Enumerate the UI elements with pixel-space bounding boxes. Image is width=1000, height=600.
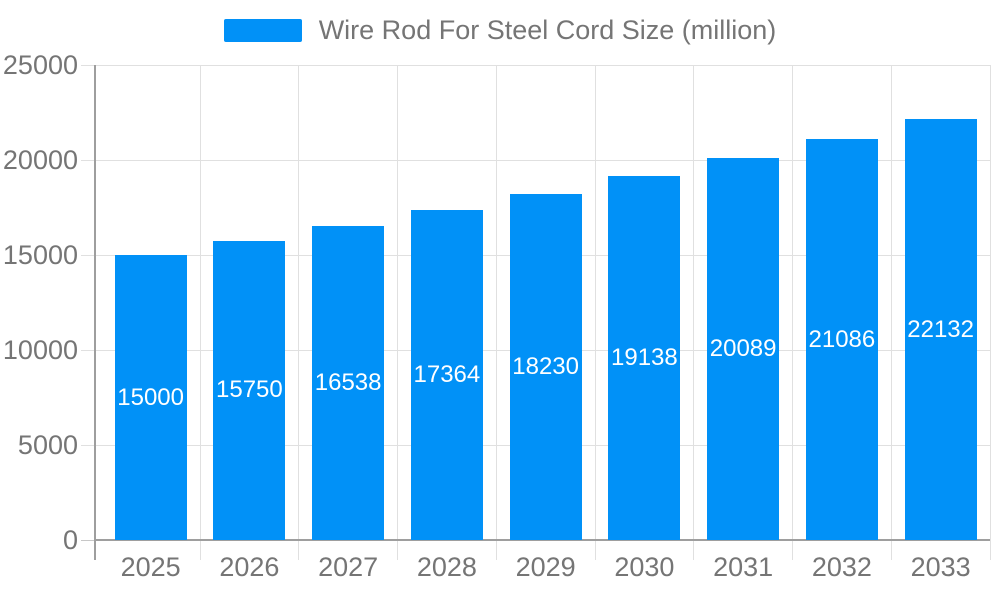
x-gridline — [199, 65, 201, 560]
x-gridline — [298, 65, 300, 560]
bar-2032[interactable] — [805, 139, 878, 540]
x-gridline — [495, 65, 497, 560]
bar-2030[interactable] — [608, 176, 681, 540]
bar-value-label: 18230 — [512, 352, 579, 380]
bar-value-label: 15000 — [117, 383, 184, 411]
bar-2033[interactable] — [904, 119, 977, 540]
bar-2025[interactable] — [114, 255, 187, 540]
y-gridline — [81, 159, 990, 161]
bar-value-label: 20089 — [709, 335, 777, 363]
x-axis-label: 2027 — [318, 552, 379, 582]
x-axis-label: 2030 — [614, 552, 675, 582]
bar-value-label: 22132 — [907, 315, 974, 343]
x-gridline — [397, 65, 398, 560]
bar-2031[interactable] — [707, 158, 780, 540]
x-axis-label: 2028 — [416, 552, 477, 582]
bar-value-label: 15750 — [216, 376, 283, 404]
y-axis-line — [94, 65, 96, 560]
x-gridline — [693, 65, 695, 560]
bar-2029[interactable] — [509, 193, 582, 540]
y-tick — [81, 539, 95, 541]
x-gridline — [792, 65, 793, 560]
x-axis-line — [95, 539, 990, 541]
legend-swatch — [223, 18, 302, 42]
x-axis-label: 2031 — [713, 552, 774, 582]
legend-label: Wire Rod For Steel Cord Size (million) — [318, 15, 777, 45]
x-gridline — [989, 65, 991, 560]
y-axis-label: 15000 — [2, 240, 78, 270]
y-gridline — [81, 64, 990, 66]
bar-2026[interactable] — [213, 240, 286, 540]
y-axis-label: 25000 — [2, 50, 78, 80]
y-axis-label: 0 — [62, 525, 78, 555]
x-axis-label: 2026 — [219, 552, 280, 582]
y-axis-label: 10000 — [2, 335, 78, 365]
y-axis-label: 20000 — [2, 145, 78, 175]
x-axis-label: 2025 — [120, 552, 181, 582]
bar-2027[interactable] — [312, 225, 385, 540]
x-axis-label: 2029 — [515, 552, 576, 582]
chart-legend[interactable]: Wire Rod For Steel Cord Size (million) — [0, 16, 1000, 44]
x-gridline — [890, 65, 892, 560]
bar-2028[interactable] — [410, 210, 483, 540]
x-axis-label: 2033 — [910, 552, 971, 582]
bar-value-label: 17364 — [413, 361, 481, 389]
bar-value-label: 19138 — [611, 344, 678, 372]
bar-value-label: 21086 — [808, 325, 876, 353]
y-axis-label: 5000 — [17, 430, 78, 460]
x-gridline — [594, 65, 596, 560]
bar-value-label: 16538 — [314, 368, 382, 396]
x-axis-label: 2032 — [811, 552, 872, 582]
